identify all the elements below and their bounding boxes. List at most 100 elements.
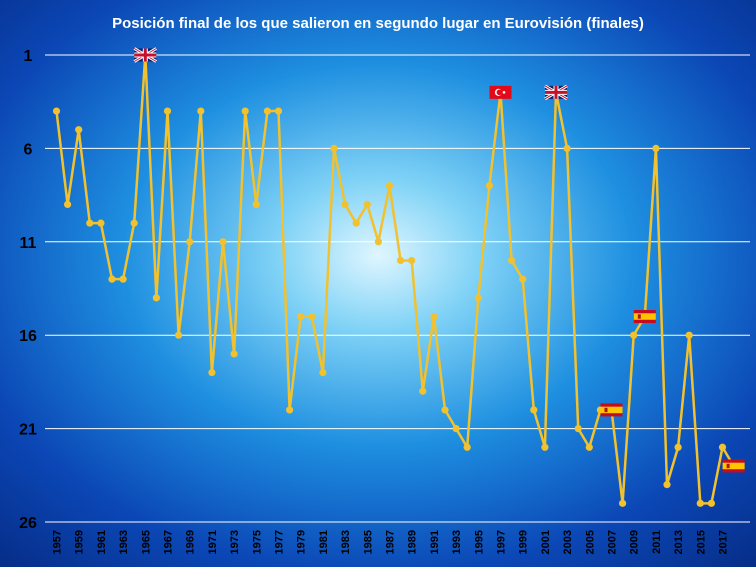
data-point [463,443,471,451]
data-point [186,238,194,246]
spain-flag-icon [633,310,656,324]
data-point [485,182,493,190]
data-point [397,256,405,265]
data-point [563,144,571,152]
data-point [86,219,94,227]
data-point [197,107,205,115]
x-tick-label: 1985 [362,530,374,554]
x-tick-label: 2005 [584,530,596,554]
x-tick-label: 2015 [695,530,707,554]
data-point [75,126,83,134]
x-tick-label: 2013 [673,530,685,554]
data-point [430,312,438,321]
data-point [52,107,61,115]
data-point [585,443,593,451]
data-point [230,350,238,358]
data-point [152,294,160,302]
data-point [130,219,138,227]
x-tick-label: 1965 [140,530,152,554]
spain-flag-icon [600,403,623,417]
x-tick-label: 1989 [407,530,419,554]
x-tick-label: 1963 [118,530,130,554]
data-point [319,368,327,377]
data-point [574,425,582,433]
data-point [619,499,627,507]
data-point [286,406,294,414]
x-tick-label: 1987 [385,530,397,554]
united-kingdom-flag-icon [544,84,568,101]
data-point [630,331,638,339]
data-point [652,144,660,152]
turkey-flag-icon [489,85,512,99]
x-tick-label: 1995 [473,530,485,554]
data-point [274,107,283,115]
data-point [119,275,127,283]
data-point [108,275,116,283]
data-point [97,219,105,227]
x-tick-label: 1961 [96,530,108,554]
data-point [718,443,727,451]
x-tick-label: 1959 [74,530,86,554]
x-axis: 1957 1959 1961 1963 1965 1967 1969 1971 1973 1975… [52,530,730,554]
data-point [385,182,394,190]
x-tick-label: 1967 [163,530,175,554]
data-point [219,238,227,246]
x-tick-label: 1973 [229,530,241,554]
chart-title: Posición final de los que salieron en se… [112,15,644,32]
data-point [452,425,460,433]
x-tick-label: 1979 [296,530,308,554]
data-point [441,406,449,414]
united-kingdom-flag-icon [133,47,158,63]
data-point [419,387,427,395]
x-tick-label: 2011 [651,530,663,554]
series-line [55,53,735,505]
data-point [163,107,172,115]
flag-annotations [133,47,745,473]
x-tick-label: 2001 [540,530,552,554]
x-tick-label: 1977 [274,530,286,554]
x-tick-label: 2009 [629,530,641,554]
data-point [474,294,482,302]
data-point [341,200,349,209]
data-point [374,238,382,246]
data-point [175,331,183,339]
data-point [408,256,416,265]
data-point [508,256,516,265]
x-tick-label: 1999 [518,530,530,554]
x-tick-label: 1983 [340,530,352,554]
data-point [252,200,260,209]
data-point [64,200,72,209]
spain-flag-icon [722,459,745,473]
data-point [674,443,682,451]
x-tick-label: 1957 [52,530,64,554]
data-point [519,275,527,283]
x-tick-label: 1971 [207,530,219,554]
y-tick-label: 11 [20,235,37,252]
x-tick-label: 1975 [251,530,263,554]
x-tick-label: 2017 [718,530,730,554]
data-point [241,107,249,115]
y-tick-label: 6 [24,141,33,158]
data-point [663,481,671,489]
data-point [541,443,549,451]
x-tick-label: 1997 [496,530,508,554]
data-point [707,499,716,507]
data-point [696,499,704,507]
data-point [685,331,693,339]
x-tick-label: 1991 [429,530,441,554]
y-tick-label: 21 [19,422,37,439]
data-point [208,368,216,377]
x-tick-label: 2007 [607,530,619,554]
y-tick-label: 1 [24,48,33,65]
data-point [308,312,316,321]
data-point [530,406,538,414]
y-tick-label: 16 [19,328,37,345]
x-tick-label: 1969 [185,530,197,554]
data-point [352,219,360,227]
x-tick-label: 1993 [451,530,463,554]
data-point [330,144,338,152]
data-point [363,200,371,209]
